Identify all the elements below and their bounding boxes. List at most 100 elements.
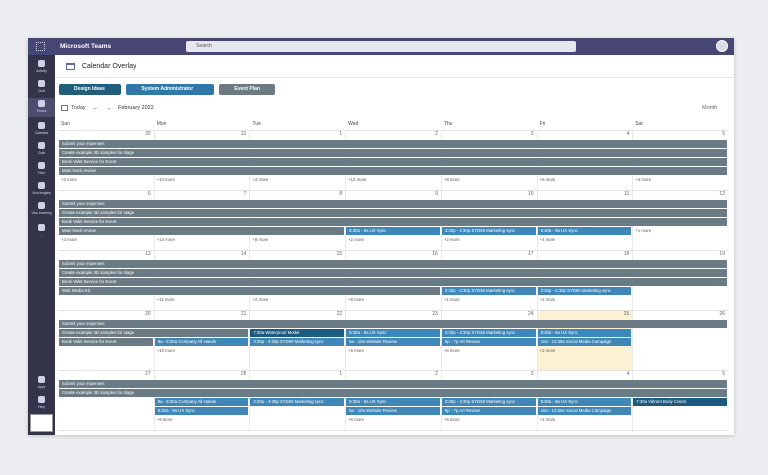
rail-icon[interactable] xyxy=(38,142,45,149)
more-link[interactable]: +8 more xyxy=(252,237,269,242)
event[interactable]: Create example 3D samples for stage xyxy=(59,209,727,217)
event[interactable]: Main Deck review xyxy=(59,167,727,175)
rail-icon[interactable] xyxy=(38,396,45,403)
next-arrow[interactable]: → xyxy=(105,105,112,112)
more-link[interactable]: +8 more xyxy=(443,177,460,182)
rail-icon[interactable] xyxy=(38,162,45,169)
event[interactable]: 7:30a Vibrant Body Colors xyxy=(633,398,727,406)
more-link[interactable]: +6 more xyxy=(348,417,365,422)
event[interactable]: 8a - 8:30a Company All Hands xyxy=(154,338,249,346)
more-link[interactable]: +2 more xyxy=(348,237,365,242)
calendar-button-label[interactable]: Design Ideas xyxy=(74,86,105,92)
more-link[interactable]: +1 more xyxy=(443,297,460,302)
rail-download[interactable] xyxy=(30,414,53,432)
rail-icon[interactable] xyxy=(38,202,45,209)
rail-label[interactable]: Files xyxy=(38,171,45,175)
more-link[interactable]: +6 more xyxy=(348,348,365,353)
rail-label[interactable]: Calendar xyxy=(34,131,49,135)
event[interactable]: 9:30a - 9a UX Sync xyxy=(537,398,632,406)
event[interactable]: Submit your expenses xyxy=(59,260,727,268)
event[interactable]: Submit your expenses xyxy=(59,380,727,388)
event[interactable]: 9a - 10a Website Review xyxy=(346,407,440,415)
event[interactable]: Submit your expenses xyxy=(59,320,727,328)
event[interactable]: 9:30a - 9a UX Sync xyxy=(346,329,440,337)
event[interactable]: Book Valet Service for Event xyxy=(59,218,727,226)
more-link[interactable]: +2 more xyxy=(252,297,269,302)
event[interactable]: 10a - 10:30a Social Media Campaign xyxy=(537,338,632,346)
event[interactable]: Book Valet Service for Event xyxy=(59,338,153,346)
event[interactable]: Create example 3D samples for stage xyxy=(59,389,727,397)
view-selector[interactable]: Month xyxy=(702,105,718,111)
avatar[interactable] xyxy=(716,40,728,52)
event[interactable]: 9:30a - 9a UX Sync xyxy=(346,398,440,406)
rail-label[interactable]: Viva Learning xyxy=(31,211,52,215)
more-link[interactable]: +11 more xyxy=(156,297,175,302)
more-link[interactable]: +10 more xyxy=(156,348,175,353)
rail-label[interactable]: Apps xyxy=(37,385,46,389)
more-link[interactable]: +4 more xyxy=(539,237,556,242)
rail-label[interactable]: ... xyxy=(40,233,43,237)
rail-label[interactable]: Help xyxy=(38,405,45,409)
rail-label[interactable]: Activity xyxy=(36,69,47,73)
event[interactable]: 6p - 7p Art Review xyxy=(441,407,536,415)
event[interactable]: 7:30a Waterproof Model xyxy=(250,329,345,337)
more-link[interactable]: +6 more xyxy=(443,348,460,353)
rail-label[interactable]: Teams xyxy=(36,109,47,113)
app-launcher[interactable] xyxy=(36,42,45,51)
more-link[interactable]: +8 more xyxy=(539,177,556,182)
more-link[interactable]: +4 more xyxy=(252,177,269,182)
event[interactable]: 9:30a - 9a UX Sync xyxy=(346,227,440,235)
event[interactable]: Main Deck review xyxy=(59,227,345,235)
event[interactable]: 9:30a - 9a UX Sync xyxy=(537,227,632,235)
event[interactable]: 3:30p - 4:30p SYD50 Marketing sync xyxy=(250,338,345,346)
calendar-button[interactable] xyxy=(59,84,122,95)
more-link[interactable]: +9 more xyxy=(156,417,173,422)
event[interactable]: 3:30p - 4:30p SYD50 Marketing sync xyxy=(441,329,536,337)
more-link[interactable]: +1 more xyxy=(635,228,652,233)
event[interactable]: 10a - 10:30a Social Media Campaign xyxy=(537,407,632,415)
event[interactable]: 3:30p - 4:30p SYD50 Marketing sync xyxy=(441,398,536,406)
rail-icon[interactable] xyxy=(38,80,45,87)
more-link[interactable]: +13 more xyxy=(348,177,367,182)
prev-arrow[interactable]: ← xyxy=(92,105,99,112)
more-link[interactable]: +2 more xyxy=(539,417,556,422)
rail-label[interactable]: Calls xyxy=(37,151,46,155)
event[interactable]: 9a - 10a Website Review xyxy=(346,338,440,346)
event[interactable]: 9:30a - 9a UX Sync xyxy=(537,329,632,337)
event[interactable]: 3:30p - 4:30p SYD50 Marketing sync xyxy=(537,287,632,295)
more-link[interactable]: +6 more xyxy=(443,417,460,422)
event[interactable]: 3:30p - 4:30p SYD50 Marketing sync xyxy=(441,227,536,235)
event[interactable]: Book Valet Service for Event xyxy=(59,278,727,286)
rail-icon[interactable] xyxy=(38,100,45,107)
rail-icon[interactable] xyxy=(38,182,45,189)
event[interactable]: 8a - 8:30a Company All Hands xyxy=(154,398,249,406)
event[interactable]: 3:30p - 4:30p SYD50 Marketing sync xyxy=(441,287,536,295)
calendar-button[interactable] xyxy=(126,84,215,95)
more-link[interactable]: +2 more xyxy=(539,348,556,353)
rail-label[interactable]: Chat xyxy=(38,89,45,93)
calendar-button[interactable] xyxy=(219,84,276,95)
event[interactable]: Submit your expenses xyxy=(59,140,727,148)
event[interactable]: 8:30a - 9a UX Sync xyxy=(154,407,249,415)
rail-icon[interactable] xyxy=(38,122,45,129)
more-link[interactable]: +14 more xyxy=(156,177,175,182)
more-link[interactable]: +3 more xyxy=(61,177,77,182)
event[interactable]: 6p - 7p Art Review xyxy=(441,338,536,346)
event[interactable]: 3:30p - 4:30p SYD50 Marketing sync xyxy=(250,398,345,406)
event[interactable]: Web Media Kit xyxy=(59,287,440,295)
event[interactable]: Create example 3D samples for stage xyxy=(59,329,249,337)
event[interactable]: Create example 3D samples for stage xyxy=(59,149,727,157)
event[interactable]: Book Valet Service for Event xyxy=(59,158,727,166)
event[interactable]: Create example 3D samples for stage xyxy=(59,269,727,277)
rail-icon[interactable] xyxy=(38,60,45,67)
rail-label[interactable]: Viva Insights xyxy=(32,191,51,195)
more-link[interactable]: +8 more xyxy=(348,297,365,302)
today-button[interactable]: Today xyxy=(71,105,86,111)
more-link[interactable]: +2 more xyxy=(443,237,460,242)
calendar-button-label[interactable]: System Administrator xyxy=(141,86,194,92)
rail-icon[interactable] xyxy=(38,224,45,231)
more-link[interactable]: +4 more xyxy=(635,177,652,182)
more-link[interactable]: +14 more xyxy=(156,237,175,242)
more-link[interactable]: +2 more xyxy=(539,297,556,302)
calendar-button-label[interactable]: Event Plan xyxy=(234,86,260,92)
